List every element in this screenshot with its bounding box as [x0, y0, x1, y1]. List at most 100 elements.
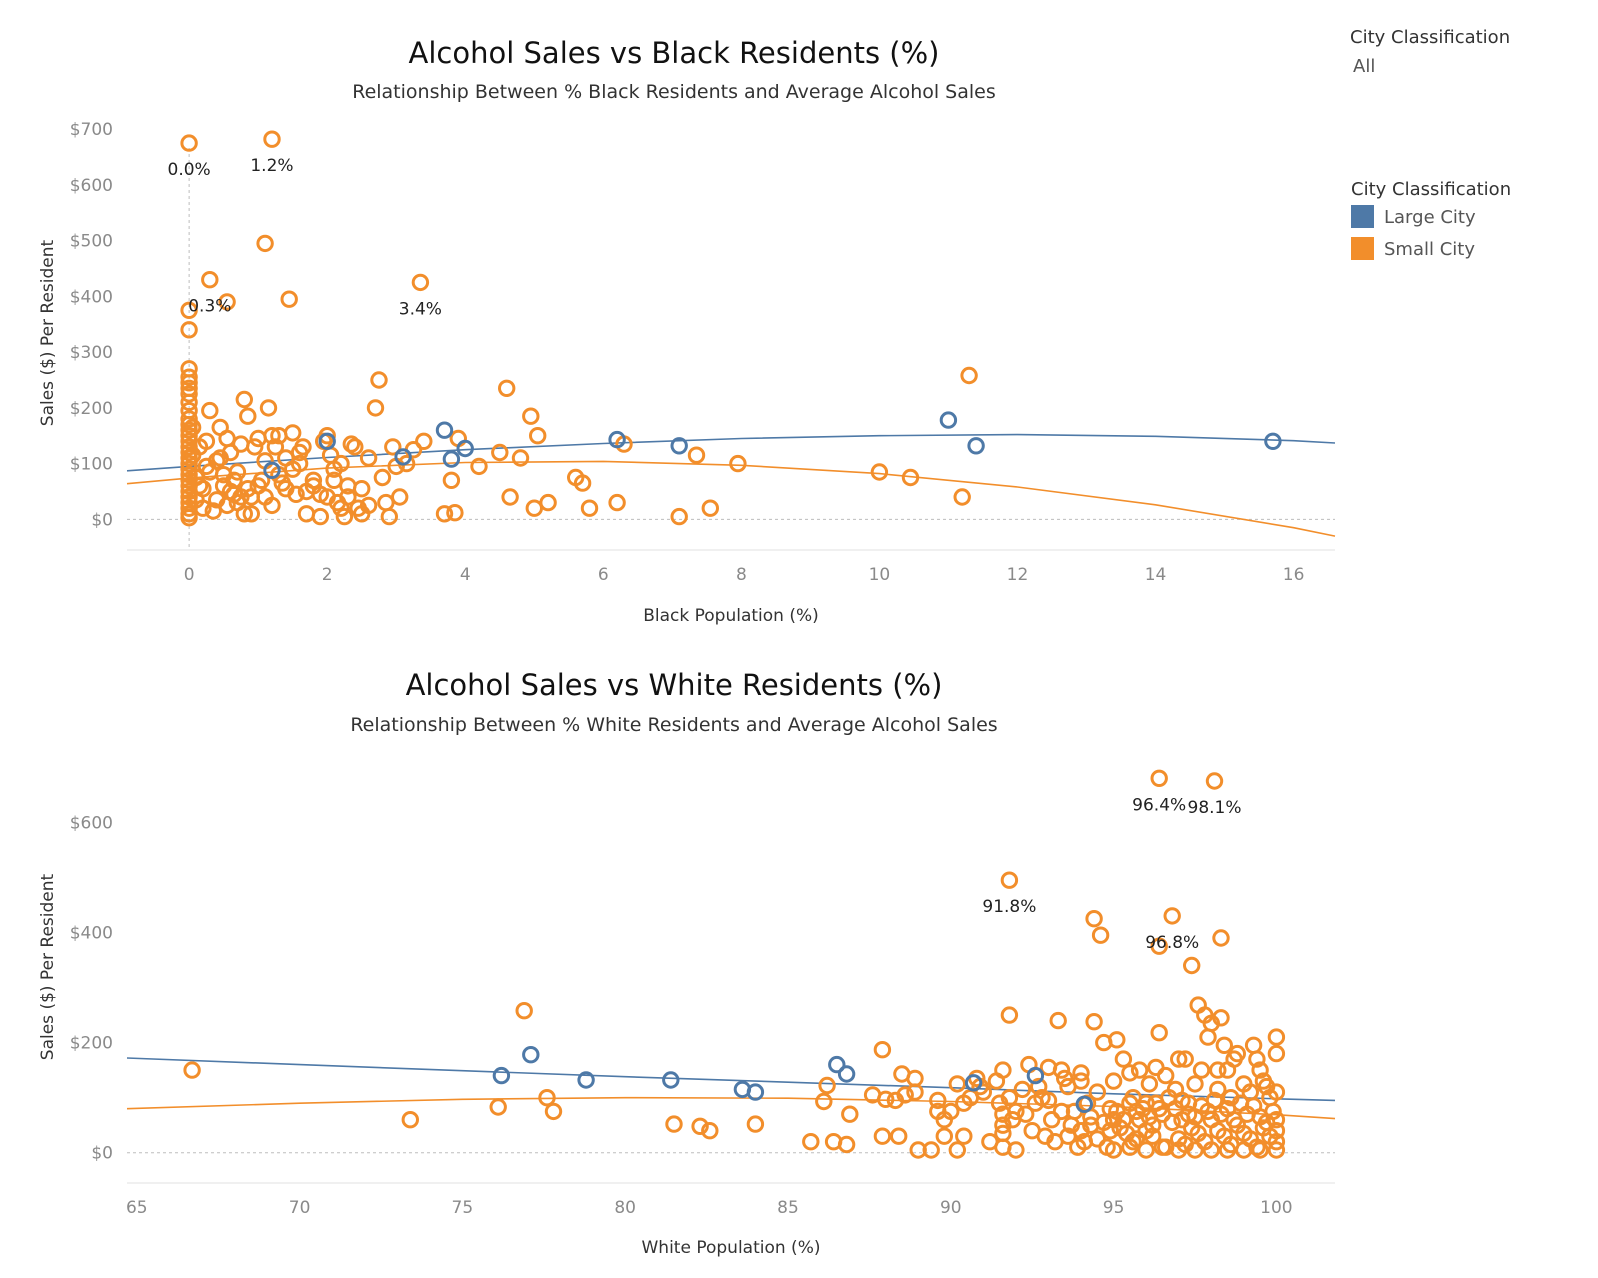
- data-point-large-city[interactable]: [662, 1071, 680, 1089]
- data-point-small-city[interactable]: [353, 480, 371, 498]
- data-point-small-city[interactable]: [197, 457, 216, 476]
- data-point-small-city[interactable]: [538, 1089, 556, 1107]
- data-point-large-city[interactable]: [318, 432, 336, 450]
- data-point-small-city[interactable]: [435, 505, 454, 523]
- data-point-small-city[interactable]: [948, 1075, 966, 1093]
- data-point-large-city[interactable]: [577, 1071, 595, 1089]
- city-classification-filter[interactable]: City Classification All: [1350, 27, 1510, 77]
- data-point-small-city[interactable]: [1267, 1111, 1286, 1129]
- data-point-small-city[interactable]: [1176, 1050, 1194, 1068]
- data-point-small-city[interactable]: [1016, 1105, 1035, 1123]
- data-point-small-city[interactable]: [201, 271, 219, 289]
- data-point-small-city[interactable]: [180, 321, 198, 339]
- data-point-small-city[interactable]: [194, 499, 212, 517]
- data-point-small-city[interactable]: [304, 477, 323, 495]
- data-point-small-city[interactable]: [960, 366, 978, 385]
- data-point-small-city[interactable]: [218, 293, 236, 311]
- data-point-small-city[interactable]: [1072, 1064, 1090, 1082]
- data-point-small-city[interactable]: [190, 477, 209, 495]
- data-point-small-city[interactable]: [580, 499, 599, 517]
- data-point-small-city[interactable]: [1157, 1066, 1175, 1085]
- data-point-small-city[interactable]: [1049, 1011, 1067, 1030]
- data-point-small-city[interactable]: [1215, 1036, 1234, 1055]
- data-point-small-city[interactable]: [1170, 1050, 1188, 1068]
- data-point-small-city[interactable]: [366, 399, 385, 417]
- data-point-small-city[interactable]: [318, 427, 336, 445]
- data-point-small-city[interactable]: [180, 374, 198, 392]
- data-point-small-city[interactable]: [1248, 1050, 1266, 1068]
- data-point-small-city[interactable]: [180, 427, 198, 445]
- data-point-small-city[interactable]: [1013, 1080, 1032, 1099]
- data-point-small-city[interactable]: [359, 449, 378, 467]
- data-point-small-city[interactable]: [370, 371, 388, 389]
- data-point-small-city[interactable]: [208, 491, 226, 509]
- data-point-large-city[interactable]: [964, 1074, 983, 1092]
- data-point-small-city[interactable]: [259, 399, 278, 417]
- data-point-large-city[interactable]: [1026, 1066, 1045, 1085]
- data-point-small-city[interactable]: [1121, 1138, 1139, 1156]
- data-point-small-city[interactable]: [346, 438, 364, 456]
- data-point-small-city[interactable]: [415, 432, 433, 450]
- data-point-large-city[interactable]: [837, 1065, 856, 1083]
- data-point-small-city[interactable]: [1150, 769, 1168, 787]
- data-point-small-city[interactable]: [180, 438, 198, 456]
- data-point-small-city[interactable]: [802, 1133, 820, 1151]
- data-point-small-city[interactable]: [1212, 929, 1230, 947]
- data-point-small-city[interactable]: [729, 454, 747, 473]
- data-point-small-city[interactable]: [1052, 1061, 1071, 1079]
- data-point-small-city[interactable]: [901, 468, 920, 487]
- data-point-small-city[interactable]: [235, 505, 254, 523]
- data-point-large-city[interactable]: [456, 439, 474, 458]
- data-point-small-city[interactable]: [332, 454, 350, 473]
- data-point-small-city[interactable]: [201, 401, 219, 420]
- data-point-small-city[interactable]: [1153, 1138, 1172, 1156]
- data-point-small-city[interactable]: [818, 1076, 836, 1095]
- data-point-small-city[interactable]: [311, 507, 329, 526]
- data-point-small-city[interactable]: [180, 393, 198, 411]
- data-point-small-city[interactable]: [1130, 1061, 1149, 1079]
- legend-item-large-city[interactable]: Large City: [1351, 205, 1476, 228]
- data-point-small-city[interactable]: [511, 449, 530, 467]
- data-point-small-city[interactable]: [873, 1041, 892, 1059]
- data-point-small-city[interactable]: [183, 1061, 201, 1079]
- data-point-large-city[interactable]: [967, 437, 985, 455]
- data-point-small-city[interactable]: [929, 1091, 947, 1110]
- data-point-small-city[interactable]: [180, 421, 198, 439]
- data-point-small-city[interactable]: [1251, 1141, 1269, 1159]
- data-point-small-city[interactable]: [1218, 1141, 1237, 1159]
- data-point-small-city[interactable]: [1059, 1127, 1077, 1145]
- data-point-small-city[interactable]: [332, 499, 350, 517]
- data-point-small-city[interactable]: [608, 493, 626, 512]
- data-point-small-city[interactable]: [948, 1141, 966, 1159]
- data-point-small-city[interactable]: [180, 368, 198, 386]
- data-point-small-city[interactable]: [180, 410, 198, 428]
- data-point-small-city[interactable]: [242, 488, 261, 506]
- data-point-small-city[interactable]: [1170, 1141, 1188, 1159]
- data-point-small-city[interactable]: [942, 1102, 960, 1121]
- data-point-small-city[interactable]: [342, 435, 360, 453]
- data-point-small-city[interactable]: [1267, 1028, 1286, 1046]
- data-point-small-city[interactable]: [896, 1086, 914, 1104]
- data-point-small-city[interactable]: [935, 1127, 953, 1145]
- data-point-small-city[interactable]: [1085, 1013, 1103, 1031]
- data-point-small-city[interactable]: [691, 1117, 709, 1136]
- data-point-small-city[interactable]: [1088, 1130, 1107, 1148]
- data-point-small-city[interactable]: [701, 1122, 719, 1140]
- data-point-large-city[interactable]: [1264, 432, 1282, 450]
- data-point-small-city[interactable]: [225, 471, 243, 489]
- data-point-small-city[interactable]: [987, 1072, 1006, 1090]
- data-point-large-city[interactable]: [939, 411, 958, 429]
- data-point-small-city[interactable]: [470, 457, 488, 476]
- data-point-small-city[interactable]: [446, 504, 464, 522]
- data-point-small-city[interactable]: [373, 468, 392, 487]
- data-point-small-city[interactable]: [1121, 1064, 1139, 1082]
- data-point-large-city[interactable]: [492, 1066, 511, 1085]
- data-point-small-city[interactable]: [1007, 1141, 1025, 1159]
- data-point-small-city[interactable]: [890, 1127, 908, 1145]
- data-point-small-city[interactable]: [870, 463, 889, 481]
- data-point-small-city[interactable]: [391, 488, 409, 506]
- data-point-small-city[interactable]: [287, 485, 305, 503]
- data-point-small-city[interactable]: [873, 1127, 892, 1145]
- data-point-small-city[interactable]: [380, 507, 398, 526]
- data-point-small-city[interactable]: [1186, 1075, 1204, 1093]
